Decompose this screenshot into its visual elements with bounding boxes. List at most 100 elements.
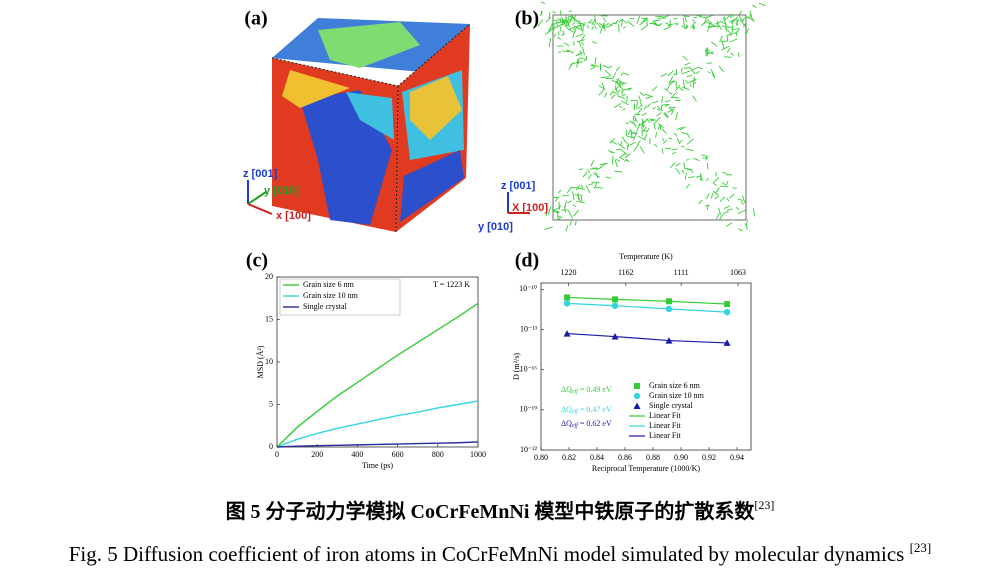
dislocation-segment — [618, 156, 625, 161]
dislocation-segment — [580, 184, 584, 189]
y-tick-label: 5 — [269, 399, 273, 408]
dislocation-segment — [649, 118, 654, 122]
dislocation-segment — [569, 218, 573, 227]
dislocation-segment — [575, 53, 580, 57]
axis-label: z [001] — [501, 180, 536, 192]
x-tick-label: 800 — [432, 450, 444, 459]
dislocation-segment — [651, 100, 659, 104]
dislocation-segment — [554, 19, 559, 22]
dislocation-segment — [591, 41, 598, 44]
dislocation-segment — [605, 24, 613, 29]
marker — [564, 294, 571, 301]
dislocation-segment — [627, 142, 630, 148]
dislocation-segment — [664, 87, 669, 92]
dislocation-segment — [688, 176, 695, 179]
dislocation-segment — [640, 24, 649, 31]
dislocation-segment — [622, 82, 627, 85]
cube — [271, 18, 471, 233]
dislocation-segment — [619, 153, 626, 158]
marker — [724, 301, 731, 308]
dislocation-segment — [710, 193, 714, 199]
dislocation-segment — [537, 19, 544, 27]
annotation-text: = 0.49 eV — [578, 385, 612, 394]
dislocation-segment — [591, 26, 595, 30]
dislocation-segment — [611, 156, 614, 165]
dislocation-segment — [567, 18, 572, 26]
dislocation-segment — [568, 10, 573, 13]
dislocation-segment — [707, 71, 711, 74]
reference: [23] — [754, 498, 774, 512]
dislocation-segment — [655, 131, 658, 138]
dislocation-segment — [596, 22, 602, 28]
dislocation-segment — [639, 146, 645, 154]
dislocation-segment — [627, 128, 632, 136]
dislocation-segment — [676, 138, 681, 145]
dislocation-segment — [711, 41, 718, 47]
dislocation-segment — [631, 132, 638, 135]
marker — [611, 302, 619, 309]
legend-label: Single crystal — [649, 401, 694, 410]
atom-box — [552, 14, 747, 221]
dislocation-segment — [728, 14, 733, 19]
dislocation-segment — [545, 29, 552, 35]
dislocation-segment — [559, 18, 563, 23]
dislocation-segment — [621, 136, 628, 144]
dislocation-segment — [602, 22, 610, 28]
dislocation-segment — [545, 211, 548, 217]
dislocation-segment — [636, 123, 641, 132]
dislocation-segment — [689, 83, 692, 88]
dislocation-segment — [669, 107, 674, 111]
dislocation-segment — [624, 153, 631, 159]
dislocation-segment — [692, 22, 696, 29]
dislocation-segment — [699, 16, 708, 19]
x-tick-label: 0.88 — [646, 453, 660, 462]
dislocation-segment — [681, 169, 685, 174]
dislocation-segment — [639, 19, 646, 26]
dislocation-segment — [661, 128, 667, 134]
x-tick-label: 400 — [351, 450, 363, 459]
dislocation-segment — [695, 70, 700, 75]
y-tick-label: 15 — [265, 314, 273, 323]
dislocation-segment — [667, 109, 673, 113]
dislocation-segment — [595, 166, 602, 171]
fit-line — [567, 332, 728, 344]
dislocation-segment — [651, 86, 658, 92]
dislocation-segment — [749, 10, 752, 17]
legend-label: Grain size 6 nm — [649, 381, 701, 390]
dislocation-segment — [623, 72, 630, 76]
dislocation-segment — [741, 21, 745, 26]
dislocation-segment — [580, 41, 585, 46]
dislocation-segment — [718, 65, 724, 73]
dislocation-segment — [738, 228, 743, 232]
dislocation-segment — [594, 15, 597, 23]
dislocation-segment — [564, 200, 567, 208]
dislocation-segment — [580, 195, 583, 202]
x-tick-label: 0.82 — [562, 453, 576, 462]
dislocation-segment — [724, 56, 732, 58]
dislocation-segment — [590, 65, 599, 67]
dislocation-segment — [562, 50, 570, 53]
dislocation-segment — [578, 168, 584, 171]
dislocation-segment — [685, 80, 689, 84]
dislocation-segment — [752, 4, 757, 9]
dislocation-segment — [719, 196, 726, 203]
legend-label: Single crystal — [303, 302, 348, 311]
dislocation-segment — [692, 24, 695, 30]
dislocation-segment — [553, 211, 560, 214]
dislocation-segment — [654, 116, 661, 124]
dislocation-segment — [753, 208, 755, 217]
dislocation-segment — [593, 182, 598, 189]
dislocation-segment — [713, 176, 720, 184]
x-axis-label: Time (ps) — [362, 461, 393, 470]
dislocation-segment — [706, 19, 713, 24]
dislocation-segment — [664, 100, 671, 103]
dislocation-segment — [672, 151, 677, 155]
dislocation-segment — [656, 112, 662, 117]
dislocation-segment — [662, 14, 670, 19]
dislocation-segment — [707, 23, 711, 32]
dislocation-segment — [705, 178, 709, 182]
dislocation-segment — [664, 104, 668, 107]
dislocation-segment — [738, 10, 743, 16]
dislocation-segment — [610, 140, 618, 145]
dislocation-segment — [621, 149, 628, 156]
